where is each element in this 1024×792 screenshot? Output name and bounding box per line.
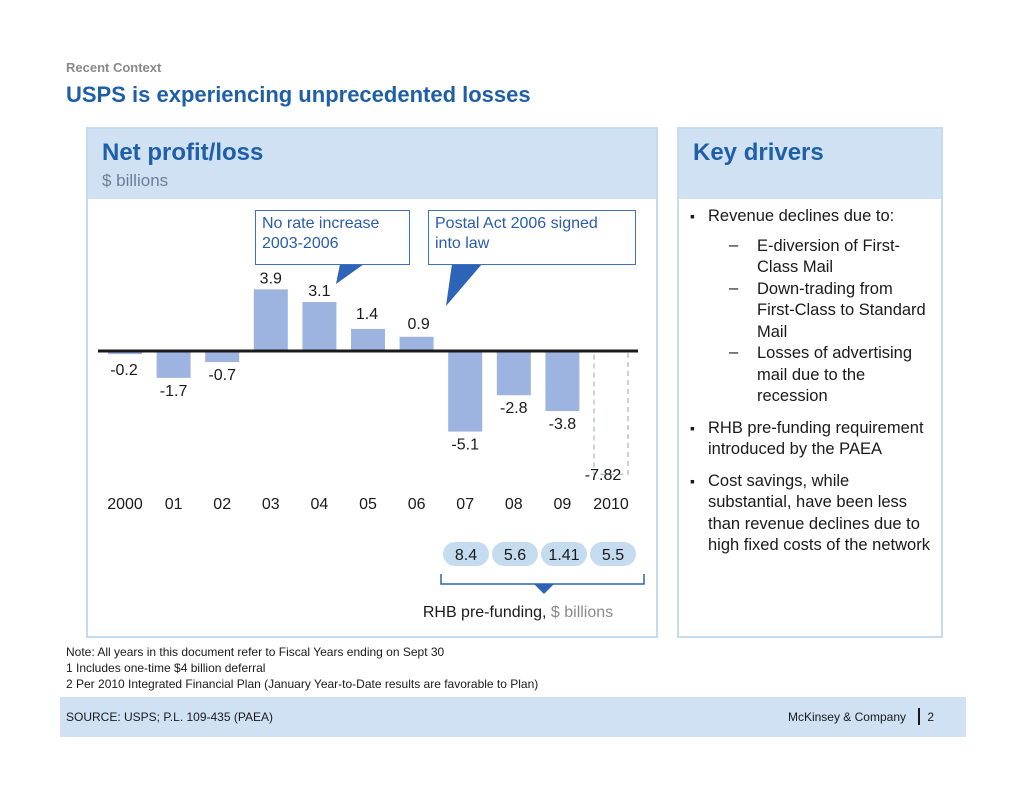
category-label: 2000: [107, 496, 143, 513]
rhb-caption: RHB pre-funding, $ billions: [423, 604, 613, 621]
footnote: Note: All years in this document refer t…: [66, 645, 445, 659]
category-label: 03: [262, 496, 280, 513]
panel-header: Key drivers: [679, 129, 941, 199]
driver-text: Cost savings, while substantial, have be…: [708, 471, 930, 555]
callout-line: into law: [435, 235, 490, 252]
category-label: 08: [505, 496, 523, 513]
bar: [448, 351, 483, 432]
callout-line: Postal Act 2006 signed: [435, 215, 598, 232]
driver-subitem: Losses of advertising mail due to the re…: [729, 342, 933, 408]
callout-pointer: [336, 264, 364, 284]
value-label: -3.8: [549, 416, 577, 433]
rhb-pill: [590, 542, 636, 566]
bar-projected: [593, 350, 629, 475]
driver-subitem: E-diversion of First-Class Mail: [729, 235, 933, 279]
category-label: 09: [554, 496, 572, 513]
footnotes: Note: All years in this document refer t…: [66, 644, 538, 692]
page-number: 2: [927, 710, 934, 724]
driver-subitem: Down-trading from First-Class to Standar…: [729, 278, 933, 344]
category-label: 04: [311, 496, 329, 513]
bar: [253, 289, 288, 351]
chart-title: Net profit/loss: [102, 139, 264, 166]
page-title: USPS is experiencing unprecedented losse…: [66, 82, 531, 107]
company-name: McKinsey & Company: [787, 710, 906, 724]
value-label: -2.8: [500, 400, 528, 417]
callout-postal-act: Postal Act 2006 signed into law: [428, 210, 636, 265]
category-label: 01: [165, 496, 183, 513]
rhb-pill: [541, 542, 587, 566]
chart-unit: $ billions: [102, 171, 169, 190]
bar: [205, 351, 240, 363]
value-label: 3.1: [308, 283, 330, 300]
rhb-value: 1.41: [548, 547, 579, 564]
value-label: -0.2: [110, 362, 138, 379]
driver-bullet: Revenue declines due to: E-diversion of …: [688, 206, 933, 408]
key-drivers-list: Revenue declines due to: E-diversion of …: [688, 206, 933, 567]
rhb-bracket-pointer: [534, 584, 554, 594]
bar: [496, 351, 531, 396]
category-label: 06: [408, 496, 426, 513]
key-drivers-title: Key drivers: [693, 139, 824, 166]
callout-line: 2003-2006: [262, 235, 339, 252]
bar: [108, 351, 142, 355]
driver-sublist: E-diversion of First-Class Mail Down-tra…: [708, 235, 933, 408]
value-label: 3.9: [260, 270, 282, 287]
value-label: -7.82: [585, 467, 622, 484]
section-label: Recent Context: [66, 60, 162, 75]
panel-header: Net profit/loss $ billions: [88, 129, 656, 199]
callout-pointer: [446, 264, 482, 306]
value-label: -5.1: [451, 437, 479, 454]
callout-no-rate-increase: No rate increase 2003-2006: [255, 210, 410, 265]
value-label: 0.9: [407, 316, 429, 333]
rhb-pill: [492, 542, 538, 566]
bar: [156, 351, 191, 378]
value-label: -1.7: [160, 383, 188, 400]
callout-line: No rate increase: [262, 215, 380, 232]
bar: [545, 351, 580, 412]
footnote: 1 Includes one-time $4 billion deferral: [66, 661, 266, 675]
rhb-value: 8.4: [455, 547, 477, 564]
source-text: SOURCE: USPS; P.L. 109-435 (PAEA): [66, 710, 273, 724]
rhb-value: 5.6: [504, 547, 526, 564]
driver-text: Revenue declines due to:: [708, 207, 895, 225]
value-label: -0.7: [208, 367, 236, 384]
rhb-bracket: [440, 574, 645, 585]
bar: [302, 302, 337, 351]
category-label: 02: [213, 496, 231, 513]
footer-divider: [918, 708, 920, 725]
bar: [351, 328, 385, 351]
rhb-value: 5.5: [602, 547, 624, 564]
rhb-pill: [443, 542, 489, 566]
category-label: 05: [359, 496, 377, 513]
footnote: 2 Per 2010 Integrated Financial Plan (Ja…: [66, 677, 539, 691]
driver-bullet: RHB pre-funding requirement introduced b…: [688, 418, 933, 461]
category-label: 07: [456, 496, 474, 513]
category-label: 2010: [593, 496, 629, 513]
bar: [399, 336, 434, 351]
driver-bullet: Cost savings, while substantial, have be…: [688, 471, 933, 557]
value-label: 1.4: [356, 306, 378, 323]
footer-bar: SOURCE: USPS; P.L. 109-435 (PAEA) McKins…: [60, 697, 966, 737]
driver-text: RHB pre-funding requirement introduced b…: [708, 418, 924, 459]
